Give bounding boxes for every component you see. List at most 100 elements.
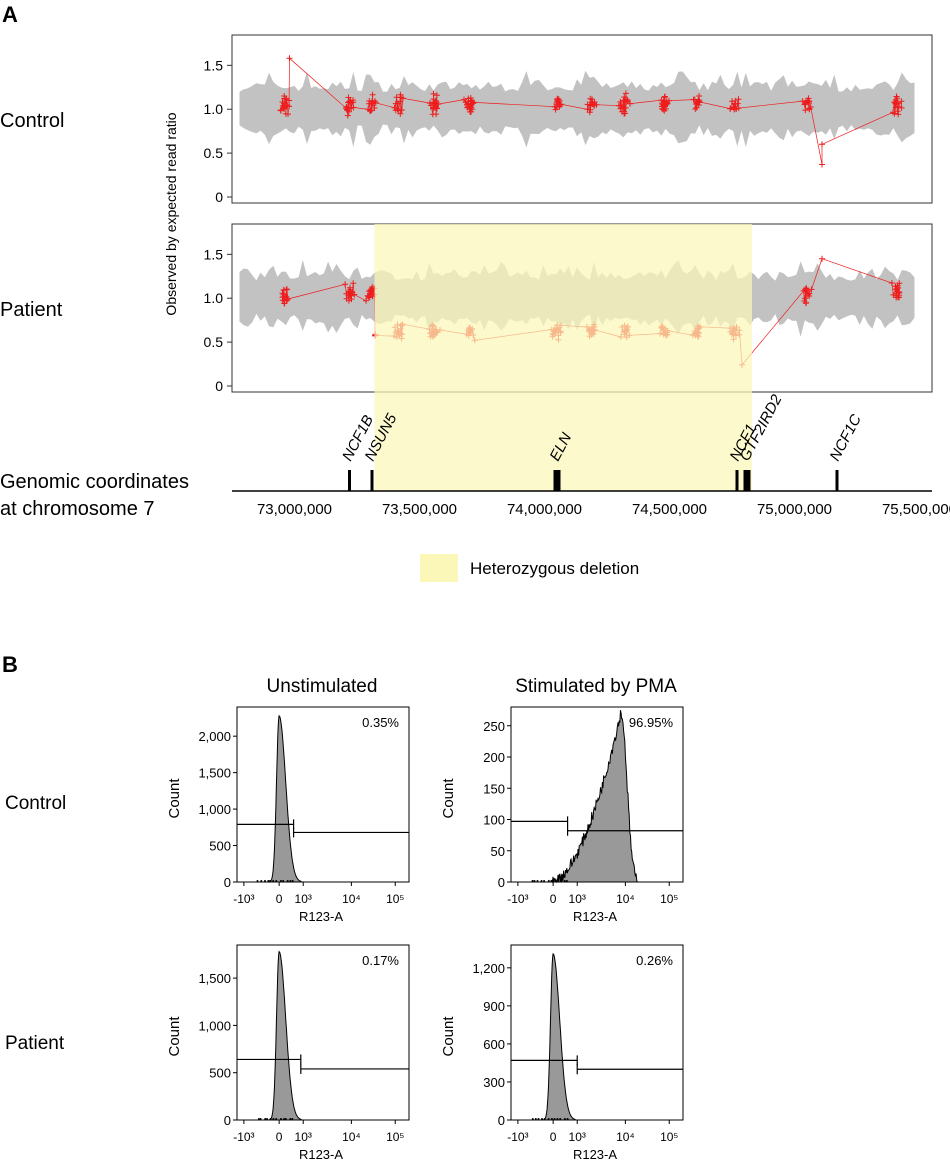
histogram-x-axis-label: R123-A bbox=[573, 1147, 617, 1162]
control-data-point bbox=[895, 111, 902, 118]
control-data-point bbox=[350, 99, 357, 106]
control-data-point bbox=[399, 95, 406, 102]
row-label-patient-a: Patient bbox=[0, 299, 63, 321]
control-data-point bbox=[557, 101, 564, 108]
patient-data-point bbox=[366, 294, 373, 301]
histogram-ytick-label: 500 bbox=[209, 839, 231, 854]
histogram-event-dot bbox=[550, 1118, 553, 1120]
control-data-point bbox=[627, 100, 633, 107]
histogram-y-axis-label: Count bbox=[440, 1016, 457, 1057]
control-data-point bbox=[433, 111, 440, 118]
patient-data-point bbox=[348, 296, 355, 303]
patient-data-point bbox=[283, 286, 290, 293]
control-data-point bbox=[397, 110, 404, 117]
histogram-frame bbox=[236, 944, 410, 1121]
histogram-event-dot bbox=[566, 1118, 569, 1120]
control-data-point bbox=[891, 110, 898, 117]
control-data-point bbox=[277, 107, 284, 114]
control-confidence-band bbox=[239, 70, 915, 148]
histogram-xtick-label: 10³ bbox=[295, 892, 312, 906]
histogram-ytick-label: 50 bbox=[491, 844, 505, 859]
histogram-ytick-label: 1,500 bbox=[198, 971, 231, 986]
histogram-event-dot bbox=[552, 880, 555, 882]
patient-data-point bbox=[805, 291, 811, 298]
control-data-point bbox=[807, 104, 814, 110]
panel-a-label: A bbox=[2, 2, 18, 27]
histogram-event-dot bbox=[540, 880, 543, 882]
control-data-point bbox=[666, 97, 672, 104]
histogram-ytick-label: 150 bbox=[483, 781, 505, 796]
control-data-point bbox=[622, 104, 629, 111]
histogram-xtick-label: 0 bbox=[276, 1130, 283, 1144]
patient-data-point bbox=[888, 280, 895, 286]
patient-data-point bbox=[363, 297, 369, 304]
histogram-y-axis-label: Count bbox=[166, 778, 183, 819]
control-data-point bbox=[727, 105, 734, 112]
histogram-event-dot bbox=[559, 880, 562, 882]
histogram-y-axis-label: Count bbox=[166, 1016, 183, 1057]
control-data-point bbox=[286, 103, 293, 110]
histogram-xtick-label: 10⁴ bbox=[342, 1130, 361, 1144]
histogram-xtick-label: 10³ bbox=[295, 1130, 312, 1144]
panel-b-label: B bbox=[2, 652, 18, 677]
legend-swatch bbox=[420, 554, 458, 582]
histogram-x-axis-label: R123-A bbox=[299, 1147, 343, 1162]
control-data-point bbox=[806, 98, 813, 105]
histogram-xtick-label: 10⁴ bbox=[616, 1130, 635, 1144]
patient-data-point bbox=[342, 281, 349, 288]
control-data-point bbox=[617, 98, 624, 105]
histogram-event-dot bbox=[269, 1118, 272, 1120]
histogram-event-dot bbox=[547, 880, 550, 882]
control-data-point bbox=[593, 101, 600, 108]
control-data-point bbox=[344, 112, 351, 119]
patient-ytick-label: 1.5 bbox=[204, 246, 224, 262]
histogram-event-dot bbox=[272, 1118, 275, 1120]
control-ytick-label: 0 bbox=[215, 189, 223, 205]
gene-marker-ncf1c bbox=[835, 470, 839, 491]
patient-data-point bbox=[803, 287, 810, 294]
control-data-point bbox=[282, 95, 289, 102]
histogram-event-dot bbox=[541, 1118, 543, 1120]
histogram-event-dot bbox=[259, 1118, 262, 1120]
histogram-xtick-label: 0 bbox=[550, 892, 557, 906]
histogram-event-dot bbox=[553, 1118, 556, 1120]
histogram-ytick-label: 900 bbox=[483, 999, 505, 1014]
histogram-xtick-label: 0 bbox=[276, 892, 283, 906]
control-data-point bbox=[734, 100, 741, 107]
histogram-event-dot bbox=[289, 880, 292, 882]
histogram-event-dot bbox=[264, 1118, 267, 1120]
gene-marker-ncf1b bbox=[348, 470, 351, 491]
histogram-event-dot bbox=[565, 880, 568, 882]
genomic-xtick-label: 73,000,000 bbox=[257, 501, 332, 518]
histogram-event-dot bbox=[284, 1118, 287, 1120]
histogram-event-dot bbox=[289, 1118, 292, 1120]
histogram-distribution bbox=[550, 710, 639, 884]
histogram-xtick-label: 10⁵ bbox=[386, 1130, 404, 1144]
patient-data-point bbox=[806, 290, 813, 297]
control-data-point bbox=[345, 94, 352, 101]
genomic-xtick-label: 74,500,000 bbox=[632, 501, 707, 518]
histogram-event-dot bbox=[275, 1118, 278, 1120]
control-ytick-label: 1.0 bbox=[204, 101, 224, 117]
histogram-xtick-label: -10³ bbox=[233, 1130, 254, 1144]
control-data-point bbox=[286, 97, 293, 104]
histogram-frame bbox=[236, 706, 410, 883]
histogram-event-dot bbox=[543, 880, 546, 882]
histogram-ytick-label: 0 bbox=[498, 875, 505, 890]
control-data-point bbox=[664, 100, 671, 107]
histogram-event-dot bbox=[291, 880, 294, 882]
histogram-ytick-label: 300 bbox=[483, 1075, 505, 1090]
histogram-xtick-label: 10³ bbox=[569, 1130, 586, 1144]
histogram-x-axis-label: R123-A bbox=[573, 909, 617, 924]
histogram-event-dot bbox=[291, 1118, 294, 1120]
histogram-percent-label: 96.95% bbox=[629, 715, 674, 730]
histogram-event-dot bbox=[563, 1118, 566, 1120]
gene-marker-nsun5 bbox=[370, 470, 374, 491]
row-label-control-a: Control bbox=[0, 110, 64, 132]
control-data-point bbox=[622, 90, 629, 97]
control-plot-frame bbox=[231, 34, 933, 204]
histogram-event-dot bbox=[267, 880, 270, 882]
genomic-xtick-label: 73,500,000 bbox=[382, 501, 457, 518]
